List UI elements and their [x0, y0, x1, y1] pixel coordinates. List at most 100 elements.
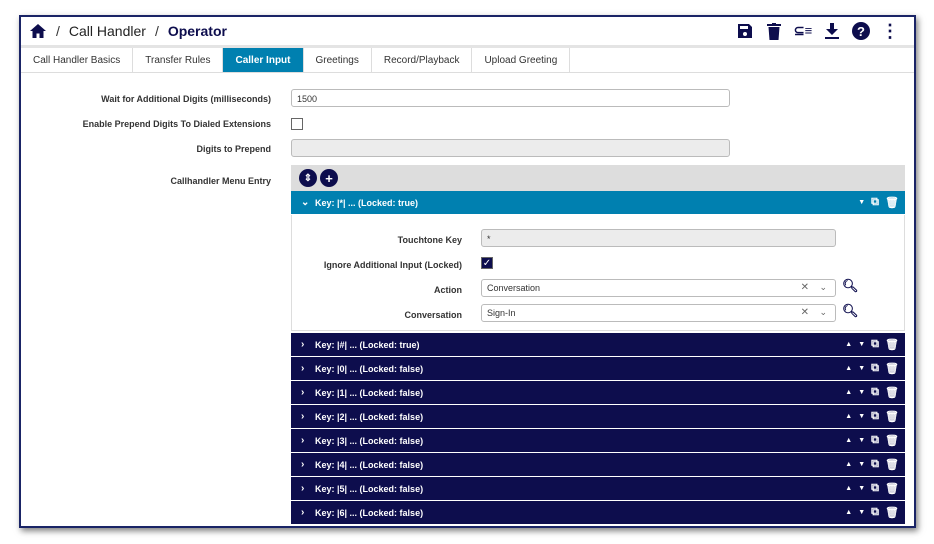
- menu-entry-row[interactable]: › Key: |#| ... (Locked: true) ▲ ▼ ⧉ 🗑: [291, 333, 905, 356]
- move-up-icon[interactable]: ▲: [845, 437, 853, 444]
- menu-entry-title: Key: |5| ... (Locked: false): [315, 483, 424, 494]
- copy-icon[interactable]: ⧉: [871, 434, 880, 446]
- move-down-icon[interactable]: ▼: [858, 389, 866, 396]
- menu-entry-row[interactable]: › Key: |5| ... (Locked: false) ▲ ▼ ⧉ 🗑: [291, 477, 905, 500]
- conversation-value: Sign-In: [487, 308, 516, 318]
- conversation-select[interactable]: Sign-In ✕ ⌄: [481, 304, 836, 322]
- trash-icon[interactable]: 🗑: [885, 197, 899, 209]
- copy-icon[interactable]: ⧉: [871, 410, 880, 422]
- search-icon[interactable]: 🔍︎: [842, 278, 859, 293]
- menu-entry-title: Key: |4| ... (Locked: false): [315, 459, 424, 470]
- tab-caller-input[interactable]: Caller Input: [223, 48, 304, 72]
- move-up-icon[interactable]: ▲: [845, 341, 853, 348]
- move-up-icon[interactable]: ▲: [845, 365, 853, 372]
- tab-upload-greeting[interactable]: Upload Greeting: [472, 48, 571, 72]
- menu-entry-title: Key: |2| ... (Locked: false): [315, 411, 424, 422]
- trash-icon[interactable]: 🗑: [885, 483, 899, 495]
- move-down-icon[interactable]: ▼: [858, 365, 866, 372]
- clear-icon[interactable]: ✕: [800, 282, 809, 293]
- touchtone-input[interactable]: *: [481, 229, 836, 247]
- chevron-down-icon[interactable]: ⌄: [819, 282, 827, 292]
- help-icon[interactable]: ?: [851, 21, 871, 41]
- action-select[interactable]: Conversation ✕ ⌄: [481, 279, 836, 297]
- copy-icon[interactable]: ⧉: [871, 386, 880, 398]
- chevron-right-icon: ›: [301, 507, 305, 518]
- menu-entry-title: Key: |6| ... (Locked: false): [315, 507, 424, 518]
- breadcrumb-separator: /: [154, 23, 159, 39]
- more-vertical-icon[interactable]: ⋮: [881, 20, 899, 41]
- trash-icon[interactable]: 🗑: [885, 435, 899, 447]
- chevron-right-icon: ›: [301, 435, 305, 446]
- move-up-icon[interactable]: ▲: [845, 485, 853, 492]
- menu-entry-title: Key: |0| ... (Locked: false): [315, 363, 424, 374]
- digits-input[interactable]: [291, 139, 730, 157]
- copy-icon[interactable]: ⧉: [871, 338, 880, 350]
- menu-entry-body: Touchtone Key * Ignore Additional Input …: [291, 215, 905, 331]
- home-icon[interactable]: [29, 23, 47, 39]
- trash-icon[interactable]: 🗑: [885, 459, 899, 471]
- move-down-icon[interactable]: ▼: [858, 509, 866, 516]
- move-down-icon[interactable]: ▼: [858, 341, 866, 348]
- move-up-icon[interactable]: ▲: [845, 413, 853, 420]
- chevron-down-icon[interactable]: ⌄: [819, 307, 827, 317]
- touchtone-label: Touchtone Key: [397, 235, 462, 245]
- action-value: Conversation: [487, 283, 541, 293]
- chevron-right-icon: ›: [301, 483, 305, 494]
- chevron-right-icon: ›: [301, 459, 305, 470]
- search-icon[interactable]: 🔍︎: [842, 303, 859, 318]
- menu-entry-title: Key: |#| ... (Locked: true): [315, 339, 420, 350]
- trash-icon[interactable]: [764, 21, 784, 41]
- chevron-right-icon: ›: [301, 387, 305, 398]
- chevron-down-icon: ⌄: [301, 197, 310, 208]
- menu-entry-title: Key: |*| ... (Locked: true): [315, 197, 419, 208]
- list-icon[interactable]: ⊆≡: [793, 23, 813, 38]
- svg-text:?: ?: [857, 24, 865, 39]
- move-down-icon[interactable]: ▼: [858, 461, 866, 468]
- chevron-right-icon: ›: [301, 339, 305, 350]
- menu-entry-row[interactable]: › Key: |4| ... (Locked: false) ▲ ▼ ⧉ 🗑: [291, 453, 905, 476]
- prepend-enable-checkbox[interactable]: [291, 118, 303, 130]
- save-icon[interactable]: [735, 21, 755, 41]
- menu-entry-list: › Key: |#| ... (Locked: true) ▲ ▼ ⧉ 🗑 › Key…: [291, 333, 905, 524]
- copy-icon[interactable]: ⧉: [871, 458, 880, 470]
- menu-entry-row[interactable]: › Key: |2| ... (Locked: false) ▲ ▼ ⧉ 🗑: [291, 405, 905, 428]
- add-icon[interactable]: +: [320, 169, 338, 187]
- move-down-icon[interactable]: ▼: [858, 485, 866, 492]
- menu-entry-row[interactable]: › Key: |3| ... (Locked: false) ▲ ▼ ⧉ 🗑: [291, 429, 905, 452]
- ignore-input-checkbox[interactable]: ✓: [481, 257, 493, 269]
- trash-icon[interactable]: 🗑: [885, 507, 899, 519]
- copy-icon[interactable]: ⧉: [871, 482, 880, 494]
- trash-icon[interactable]: 🗑: [885, 363, 899, 375]
- download-icon[interactable]: [822, 21, 842, 41]
- trash-icon[interactable]: 🗑: [885, 339, 899, 351]
- move-down-icon[interactable]: ▼: [858, 413, 866, 420]
- menu-entry-title: Key: |1| ... (Locked: false): [315, 387, 424, 398]
- move-up-icon[interactable]: ▲: [845, 389, 853, 396]
- menu-entry-title: Key: |3| ... (Locked: false): [315, 435, 424, 446]
- breadcrumb-parent[interactable]: Call Handler: [68, 23, 146, 39]
- copy-icon[interactable]: ⧉: [871, 196, 880, 208]
- tab-transfer-rules[interactable]: Transfer Rules: [133, 48, 224, 72]
- wait-label: Wait for Additional Digits (milliseconds…: [101, 94, 271, 104]
- expand-collapse-icon[interactable]: ⇕: [299, 169, 317, 187]
- menu-entry-panel: ⇕ + ⌄ Key: |*| ... (Locked: true) ▼ ⧉ 🗑 To…: [291, 165, 905, 525]
- tab-greetings[interactable]: Greetings: [304, 48, 372, 72]
- clear-icon[interactable]: ✕: [800, 307, 809, 318]
- move-down-icon[interactable]: ▼: [858, 437, 866, 444]
- tab-call-handler-basics[interactable]: Call Handler Basics: [21, 48, 134, 72]
- tab-record-playback[interactable]: Record/Playback: [372, 48, 473, 72]
- wait-input[interactable]: 1500: [291, 89, 730, 107]
- move-up-icon[interactable]: ▲: [845, 509, 853, 516]
- copy-icon[interactable]: ⧉: [871, 362, 880, 374]
- menu-entry-header[interactable]: ⌄ Key: |*| ... (Locked: true) ▼ ⧉ 🗑: [291, 191, 905, 214]
- tab-bar: Call Handler Basics Transfer Rules Calle…: [21, 48, 914, 73]
- menu-entry-row[interactable]: › Key: |0| ... (Locked: false) ▲ ▼ ⧉ 🗑: [291, 357, 905, 380]
- move-down-icon[interactable]: ▼: [858, 199, 866, 206]
- trash-icon[interactable]: 🗑: [885, 411, 899, 423]
- menu-entry-row[interactable]: › Key: |1| ... (Locked: false) ▲ ▼ ⧉ 🗑: [291, 381, 905, 404]
- trash-icon[interactable]: 🗑: [885, 387, 899, 399]
- app-window: / Call Handler / Operator ⊆≡ ? ⋮ Call Ha…: [19, 15, 916, 528]
- copy-icon[interactable]: ⧉: [871, 506, 880, 518]
- move-up-icon[interactable]: ▲: [845, 461, 853, 468]
- menu-entry-row[interactable]: › Key: |6| ... (Locked: false) ▲ ▼ ⧉ 🗑: [291, 501, 905, 524]
